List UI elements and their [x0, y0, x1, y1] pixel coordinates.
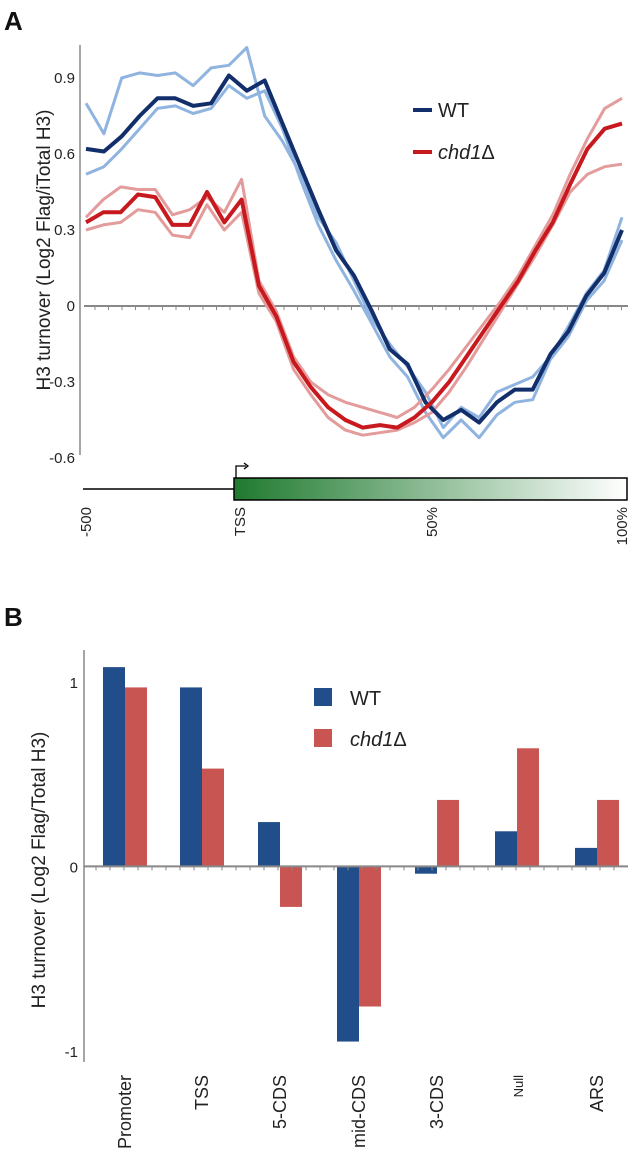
line-chart-panel-a: H3 turnover (Log2 Flag/iTotal H3) 0.9 0.6…: [34, 45, 630, 545]
panel-a-y-tick-label: 0: [67, 298, 75, 315]
chd1-bar-3-cds: [437, 799, 459, 867]
category-label-ars: ARS: [587, 1075, 607, 1112]
panel-a-y-tick-label: 0.9: [54, 70, 75, 87]
panel-b-letter: B: [4, 602, 23, 632]
panel-a-x-tick-label: -500: [78, 507, 95, 537]
panel-a-x-tick-label: TSS: [232, 507, 249, 536]
panel-a-x-tick-label: 100%: [614, 507, 630, 545]
legend-chd1-name: chd1: [438, 142, 481, 164]
category-label-promoter: Promoter: [115, 1075, 135, 1149]
chd1-bar-5-cds: [280, 866, 302, 907]
wt-bar-tss: [180, 687, 202, 867]
chd1-mean-line: [84, 121, 623, 430]
wt-bar-promoter: [103, 667, 125, 867]
chd1-replicate-line: [84, 97, 623, 419]
category-label-5-cds: 5-CDS: [270, 1075, 290, 1129]
wt-replicate-line: [84, 46, 624, 430]
chd1-replicate-line: [85, 162, 623, 437]
category-label-tss: TSS: [192, 1075, 212, 1110]
panel-a-y-axis-label: H3 turnover (Log2 Flag/iTotal H3): [34, 110, 55, 391]
panel-b-y-tick-label: -1: [65, 1044, 78, 1061]
panel-b-zero-line: [84, 865, 628, 871]
panel-a-y-tick-label: -0.3: [49, 374, 75, 391]
legend-b-chd1-label: chd1Δ: [350, 729, 407, 751]
panel-a-legend: WT chd1Δ: [413, 100, 495, 164]
legend-b-wt-swatch: [314, 688, 332, 706]
chd1-bar-mid-cds: [359, 866, 381, 1007]
wt-bar-5-cds: [258, 822, 280, 867]
chd1-bar-promoter: [125, 687, 147, 867]
wt-replicate-line: [85, 84, 624, 440]
panel-b-y-ticks: 1 0 -1: [65, 675, 78, 1061]
legend-b-chd1-swatch: [314, 729, 332, 747]
legend-wt-label: WT: [438, 100, 469, 122]
panel-b-category-labels: Promoter TSS 5-CDS mid-CDS 3-CDS Null ARS: [115, 1075, 607, 1149]
chd1-bar-tss: [202, 768, 224, 867]
bar-chart-panel-b: H3 turnover (Log2 Flag/Total H3) 1 0 -1 Pr…: [29, 650, 628, 1149]
wt-mean-line: [85, 73, 624, 425]
panel-b-legend: WT chd1Δ: [314, 688, 407, 751]
gene-diagram: [83, 462, 628, 501]
tss-arrowhead-icon: [243, 462, 250, 470]
wt-bar-ars: [575, 847, 597, 867]
panel-a-series: [84, 46, 624, 440]
panel-b-y-tick-label: 0: [70, 859, 78, 876]
panel-a-y-ticks: 0.9 0.6 0.3 0 -0.3 -0.6: [49, 70, 75, 467]
panel-a-y-tick-label: 0.6: [54, 146, 75, 163]
panel-a-y-tick-label: -0.6: [49, 450, 75, 467]
legend-b-chd1-suffix: Δ: [393, 729, 406, 751]
legend-b-wt-label: WT: [350, 688, 381, 710]
panel-a-zero-line: [84, 305, 628, 310]
panel-b-y-tick-label: 1: [70, 675, 78, 692]
wt-bar-null: [495, 831, 517, 867]
panel-a-x-tick-label: 50%: [424, 507, 441, 537]
panel-b-bars: [103, 667, 619, 1042]
category-label-3-cds: 3-CDS: [427, 1075, 447, 1129]
chd1-bar-null: [517, 748, 539, 867]
wt-bar-3-cds: [415, 866, 437, 874]
legend-chd1-suffix: Δ: [481, 142, 494, 164]
tss-arrow-icon: [235, 465, 246, 478]
wt-bar-mid-cds: [337, 866, 359, 1042]
chd1-bar-ars: [597, 799, 619, 867]
legend-b-chd1-name: chd1: [350, 729, 393, 751]
category-label-mid-cds: mid-CDS: [349, 1075, 369, 1148]
panel-b-y-axis-label: H3 turnover (Log2 Flag/Total H3): [29, 732, 50, 1009]
panel-a-y-tick-label: 0.3: [54, 222, 75, 239]
category-label-null: Null: [511, 1075, 526, 1098]
legend-chd1-label: chd1Δ: [438, 142, 495, 164]
panel-a-letter: A: [4, 6, 23, 36]
panel-a-x-ticks: -500 TSS 50% 100%: [78, 507, 630, 545]
gene-body-box: [233, 477, 628, 501]
